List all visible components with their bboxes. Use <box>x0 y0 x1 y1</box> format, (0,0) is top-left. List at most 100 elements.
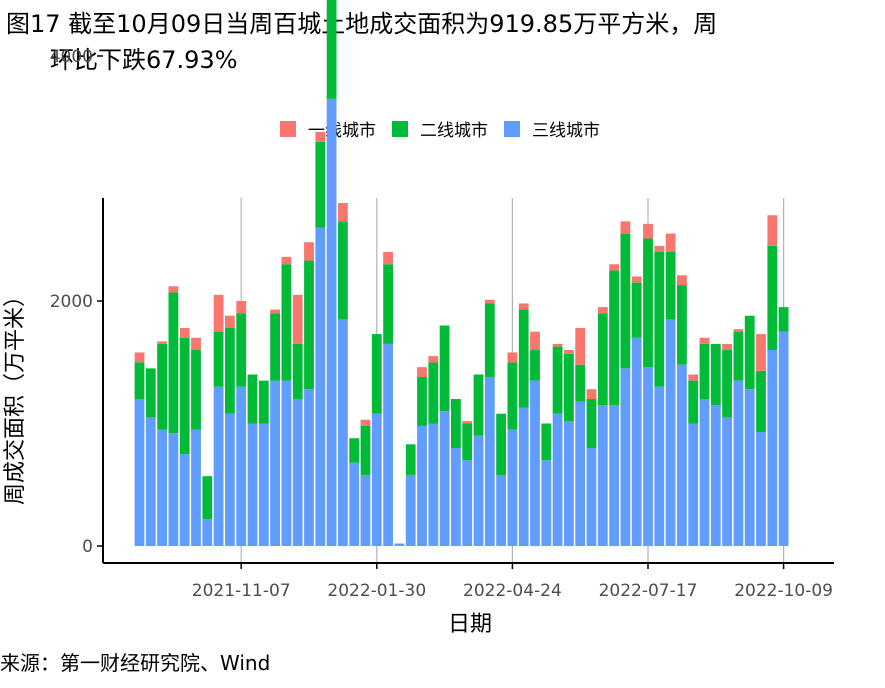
bar-tier2-11 <box>258 380 269 424</box>
bar-tier2-2 <box>157 343 167 430</box>
bar-tier3-18 <box>338 319 348 546</box>
bar-tier2-38 <box>564 353 574 422</box>
x-tick-label-3: 2022-07-17 <box>599 581 698 601</box>
bar-tier1-4 <box>179 327 190 338</box>
bar-tier2-25 <box>417 376 427 426</box>
bar-tier3-0 <box>134 399 145 546</box>
bar-tier2-53 <box>733 331 744 381</box>
bar-tier1-46 <box>654 245 665 252</box>
bar-tier1-3 <box>168 286 179 293</box>
bar-tier3-53 <box>733 380 744 546</box>
legend-item-tier2: 二线城市 <box>392 116 488 141</box>
bar-tier2-19 <box>349 438 360 463</box>
bar-tier1-20 <box>360 419 371 426</box>
bar-tier2-15 <box>304 260 314 390</box>
bar-tier1-47 <box>665 233 676 252</box>
x-tick-label-2: 2022-04-24 <box>463 581 562 601</box>
bar-tier2-32 <box>496 413 506 475</box>
bar-tier1-0 <box>134 352 145 363</box>
source-note: 来源：第一财经研究院、Wind <box>0 651 271 675</box>
bar-tier1-16 <box>315 131 326 142</box>
bar-tier2-17 <box>326 0 337 99</box>
bar-tier1-13 <box>281 256 292 265</box>
bar-tier1-56 <box>767 215 778 246</box>
bar-tier3-11 <box>258 423 269 546</box>
bar-tier2-52 <box>722 350 732 418</box>
bar-tier2-48 <box>677 285 687 365</box>
bar-tier3-1 <box>145 417 156 546</box>
bar-tier3-15 <box>304 389 314 546</box>
bar-tier1-25 <box>417 367 427 377</box>
bar-tier2-45 <box>643 238 653 368</box>
bar-tier2-24 <box>405 444 416 475</box>
bar-tier3-25 <box>417 425 427 546</box>
bar-tier3-22 <box>383 343 393 546</box>
bar-tier3-24 <box>405 474 416 546</box>
bar-tier1-52 <box>722 343 732 350</box>
bar-tier3-36 <box>541 460 552 546</box>
x-tick-label-0: 2021-11-07 <box>192 581 291 601</box>
bar-tier2-6 <box>202 476 213 520</box>
bar-tier1-9 <box>236 301 247 314</box>
bar-tier3-31 <box>484 376 495 546</box>
bar-tier3-3 <box>168 433 179 546</box>
bar-tier3-20 <box>360 474 371 546</box>
legend-item-tier3: 三线城市 <box>504 116 600 141</box>
bar-tier3-19 <box>349 462 360 546</box>
bar-tier3-46 <box>654 386 665 546</box>
x-axis-title: 日期 <box>448 612 492 637</box>
bar-tier1-55 <box>756 334 766 371</box>
bar-tier3-38 <box>564 421 574 546</box>
bar-tier3-13 <box>281 380 292 546</box>
bar-tier3-4 <box>179 454 190 546</box>
bar-tier1-50 <box>699 337 710 344</box>
bar-tier2-41 <box>597 313 608 406</box>
chart-title: 图17 截至10月09日当周百城土地成交面积为919.85万平方米，周 环比下跌… <box>6 6 876 78</box>
y-tick-label-0: 0 <box>82 537 93 557</box>
bar-tier1-26 <box>428 356 439 363</box>
bar-tier3-43 <box>620 368 631 546</box>
legend-swatch-tier1 <box>280 120 296 137</box>
bar-tier1-43 <box>620 221 631 234</box>
bar-tier2-50 <box>699 343 710 399</box>
bar-tier1-5 <box>191 337 201 350</box>
bar-tier2-8 <box>225 327 235 414</box>
legend-label-tier3: 三线城市 <box>532 121 600 141</box>
bar-tier3-30 <box>473 435 484 546</box>
bar-tier3-35 <box>530 380 540 546</box>
bar-tier2-12 <box>270 313 280 381</box>
bar-tier3-49 <box>688 423 699 546</box>
bar-tier1-2 <box>157 341 167 344</box>
bar-tier3-16 <box>315 227 326 546</box>
bar-tier2-57 <box>778 307 789 332</box>
bar-tier2-43 <box>620 233 631 369</box>
bar-tier1-14 <box>292 294 303 344</box>
bar-tier3-39 <box>575 401 586 546</box>
bar-tier2-29 <box>462 423 473 461</box>
bar-tier3-57 <box>778 331 789 546</box>
bar-tier1-12 <box>270 309 280 314</box>
bar-tier2-55 <box>756 370 766 433</box>
bar-tier3-37 <box>552 413 563 546</box>
bar-tier2-22 <box>383 264 393 344</box>
bar-tier2-16 <box>315 141 326 228</box>
bar-tier2-47 <box>665 252 676 320</box>
legend-swatch-tier2 <box>392 120 408 137</box>
bar-tier2-3 <box>168 292 179 434</box>
bar-tier1-49 <box>688 374 699 381</box>
bar-tier1-35 <box>530 331 540 350</box>
bar-tier3-33 <box>507 429 518 546</box>
bar-tier2-7 <box>213 331 224 387</box>
bar-tier3-5 <box>191 429 201 546</box>
bar-tier2-21 <box>371 334 382 414</box>
bar-tier3-48 <box>677 364 687 546</box>
bar-tier2-30 <box>473 374 484 436</box>
legend-swatch-tier3 <box>504 120 520 137</box>
bar-tier3-21 <box>371 413 382 546</box>
bar-tier2-10 <box>247 374 258 424</box>
bar-tier3-12 <box>270 380 280 546</box>
y-tick-label-1: 2000 <box>50 292 93 312</box>
x-tick-label-1: 2022-01-30 <box>327 581 426 601</box>
bar-tier3-50 <box>699 399 710 546</box>
bar-tier3-6 <box>202 519 213 546</box>
